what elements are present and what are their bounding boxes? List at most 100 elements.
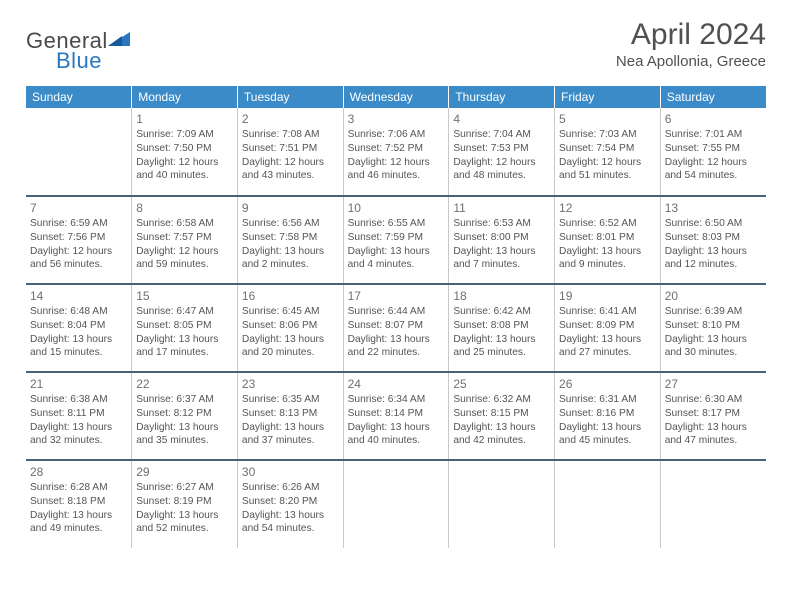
calendar-cell (343, 460, 449, 548)
calendar-cell: 2Sunrise: 7:08 AMSunset: 7:51 PMDaylight… (237, 108, 343, 196)
day-number: 2 (242, 108, 339, 128)
calendar-cell (449, 460, 555, 548)
day-number: 23 (242, 373, 339, 393)
calendar-cell (26, 108, 132, 196)
day-details: Sunrise: 6:47 AMSunset: 8:05 PMDaylight:… (136, 305, 233, 360)
calendar-cell: 15Sunrise: 6:47 AMSunset: 8:05 PMDayligh… (132, 284, 238, 372)
calendar-cell: 18Sunrise: 6:42 AMSunset: 8:08 PMDayligh… (449, 284, 555, 372)
day-details: Sunrise: 6:55 AMSunset: 7:59 PMDaylight:… (348, 217, 445, 272)
day-details: Sunrise: 6:48 AMSunset: 8:04 PMDaylight:… (30, 305, 127, 360)
calendar-week-row: 21Sunrise: 6:38 AMSunset: 8:11 PMDayligh… (26, 372, 766, 460)
day-number: 3 (348, 108, 445, 128)
day-number: 26 (559, 373, 656, 393)
day-number: 11 (453, 197, 550, 217)
day-details: Sunrise: 6:27 AMSunset: 8:19 PMDaylight:… (136, 481, 233, 536)
day-number: 6 (665, 108, 762, 128)
calendar-week-row: 14Sunrise: 6:48 AMSunset: 8:04 PMDayligh… (26, 284, 766, 372)
day-details: Sunrise: 6:31 AMSunset: 8:16 PMDaylight:… (559, 393, 656, 448)
day-number: 30 (242, 461, 339, 481)
calendar-week-row: 1Sunrise: 7:09 AMSunset: 7:50 PMDaylight… (26, 108, 766, 196)
day-number: 29 (136, 461, 233, 481)
calendar-cell: 19Sunrise: 6:41 AMSunset: 8:09 PMDayligh… (555, 284, 661, 372)
day-number: 28 (30, 461, 127, 481)
day-details: Sunrise: 6:50 AMSunset: 8:03 PMDaylight:… (665, 217, 762, 272)
calendar-page: General April 2024 Nea Apollonia, Greece… (0, 0, 792, 558)
day-details: Sunrise: 6:26 AMSunset: 8:20 PMDaylight:… (242, 481, 339, 536)
calendar-week-row: 28Sunrise: 6:28 AMSunset: 8:18 PMDayligh… (26, 460, 766, 548)
day-details: Sunrise: 6:58 AMSunset: 7:57 PMDaylight:… (136, 217, 233, 272)
day-details: Sunrise: 7:08 AMSunset: 7:51 PMDaylight:… (242, 128, 339, 183)
calendar-cell: 7Sunrise: 6:59 AMSunset: 7:56 PMDaylight… (26, 196, 132, 284)
day-details: Sunrise: 6:34 AMSunset: 8:14 PMDaylight:… (348, 393, 445, 448)
day-number: 13 (665, 197, 762, 217)
weekday-header: Friday (555, 86, 661, 108)
calendar-cell: 21Sunrise: 6:38 AMSunset: 8:11 PMDayligh… (26, 372, 132, 460)
day-details: Sunrise: 7:09 AMSunset: 7:50 PMDaylight:… (136, 128, 233, 183)
calendar-week-row: 7Sunrise: 6:59 AMSunset: 7:56 PMDaylight… (26, 196, 766, 284)
calendar-cell: 8Sunrise: 6:58 AMSunset: 7:57 PMDaylight… (132, 196, 238, 284)
calendar-cell: 1Sunrise: 7:09 AMSunset: 7:50 PMDaylight… (132, 108, 238, 196)
logo-triangle-icon (108, 28, 130, 51)
calendar-cell: 25Sunrise: 6:32 AMSunset: 8:15 PMDayligh… (449, 372, 555, 460)
calendar-cell: 28Sunrise: 6:28 AMSunset: 8:18 PMDayligh… (26, 460, 132, 548)
day-details: Sunrise: 6:39 AMSunset: 8:10 PMDaylight:… (665, 305, 762, 360)
calendar-cell: 29Sunrise: 6:27 AMSunset: 8:19 PMDayligh… (132, 460, 238, 548)
calendar-body: 1Sunrise: 7:09 AMSunset: 7:50 PMDaylight… (26, 108, 766, 548)
calendar-cell (555, 460, 661, 548)
calendar-cell: 3Sunrise: 7:06 AMSunset: 7:52 PMDaylight… (343, 108, 449, 196)
day-details: Sunrise: 6:41 AMSunset: 8:09 PMDaylight:… (559, 305, 656, 360)
day-details: Sunrise: 7:01 AMSunset: 7:55 PMDaylight:… (665, 128, 762, 183)
calendar-cell: 24Sunrise: 6:34 AMSunset: 8:14 PMDayligh… (343, 372, 449, 460)
day-number: 20 (665, 285, 762, 305)
day-details: Sunrise: 6:45 AMSunset: 8:06 PMDaylight:… (242, 305, 339, 360)
calendar-table: SundayMondayTuesdayWednesdayThursdayFrid… (26, 86, 766, 548)
weekday-header: Thursday (449, 86, 555, 108)
title-block: April 2024 Nea Apollonia, Greece (616, 18, 766, 70)
day-number: 4 (453, 108, 550, 128)
calendar-cell: 30Sunrise: 6:26 AMSunset: 8:20 PMDayligh… (237, 460, 343, 548)
month-title: April 2024 (616, 18, 766, 51)
day-details: Sunrise: 7:03 AMSunset: 7:54 PMDaylight:… (559, 128, 656, 183)
day-number: 22 (136, 373, 233, 393)
day-number: 19 (559, 285, 656, 305)
calendar-cell: 14Sunrise: 6:48 AMSunset: 8:04 PMDayligh… (26, 284, 132, 372)
day-number: 27 (665, 373, 762, 393)
day-number: 12 (559, 197, 656, 217)
day-details: Sunrise: 6:56 AMSunset: 7:58 PMDaylight:… (242, 217, 339, 272)
weekday-header: Wednesday (343, 86, 449, 108)
day-details: Sunrise: 6:53 AMSunset: 8:00 PMDaylight:… (453, 217, 550, 272)
calendar-cell (660, 460, 766, 548)
day-number: 10 (348, 197, 445, 217)
calendar-cell: 11Sunrise: 6:53 AMSunset: 8:00 PMDayligh… (449, 196, 555, 284)
day-details: Sunrise: 7:06 AMSunset: 7:52 PMDaylight:… (348, 128, 445, 183)
day-number: 9 (242, 197, 339, 217)
calendar-cell: 16Sunrise: 6:45 AMSunset: 8:06 PMDayligh… (237, 284, 343, 372)
calendar-cell: 10Sunrise: 6:55 AMSunset: 7:59 PMDayligh… (343, 196, 449, 284)
day-number: 5 (559, 108, 656, 128)
calendar-cell: 4Sunrise: 7:04 AMSunset: 7:53 PMDaylight… (449, 108, 555, 196)
calendar-cell: 13Sunrise: 6:50 AMSunset: 8:03 PMDayligh… (660, 196, 766, 284)
day-number: 18 (453, 285, 550, 305)
day-number: 16 (242, 285, 339, 305)
calendar-cell: 27Sunrise: 6:30 AMSunset: 8:17 PMDayligh… (660, 372, 766, 460)
day-details: Sunrise: 6:44 AMSunset: 8:07 PMDaylight:… (348, 305, 445, 360)
day-details: Sunrise: 6:28 AMSunset: 8:18 PMDaylight:… (30, 481, 127, 536)
calendar-cell: 23Sunrise: 6:35 AMSunset: 8:13 PMDayligh… (237, 372, 343, 460)
weekday-header: Tuesday (237, 86, 343, 108)
calendar-cell: 9Sunrise: 6:56 AMSunset: 7:58 PMDaylight… (237, 196, 343, 284)
day-number: 25 (453, 373, 550, 393)
calendar-cell: 20Sunrise: 6:39 AMSunset: 8:10 PMDayligh… (660, 284, 766, 372)
day-details: Sunrise: 6:42 AMSunset: 8:08 PMDaylight:… (453, 305, 550, 360)
weekday-header: Sunday (26, 86, 132, 108)
weekday-header: Saturday (660, 86, 766, 108)
day-number: 7 (30, 197, 127, 217)
location-label: Nea Apollonia, Greece (616, 53, 766, 70)
day-details: Sunrise: 6:30 AMSunset: 8:17 PMDaylight:… (665, 393, 762, 448)
day-details: Sunrise: 6:59 AMSunset: 7:56 PMDaylight:… (30, 217, 127, 272)
calendar-cell: 5Sunrise: 7:03 AMSunset: 7:54 PMDaylight… (555, 108, 661, 196)
day-number: 14 (30, 285, 127, 305)
day-details: Sunrise: 6:37 AMSunset: 8:12 PMDaylight:… (136, 393, 233, 448)
calendar-cell: 6Sunrise: 7:01 AMSunset: 7:55 PMDaylight… (660, 108, 766, 196)
day-details: Sunrise: 6:32 AMSunset: 8:15 PMDaylight:… (453, 393, 550, 448)
calendar-cell: 22Sunrise: 6:37 AMSunset: 8:12 PMDayligh… (132, 372, 238, 460)
